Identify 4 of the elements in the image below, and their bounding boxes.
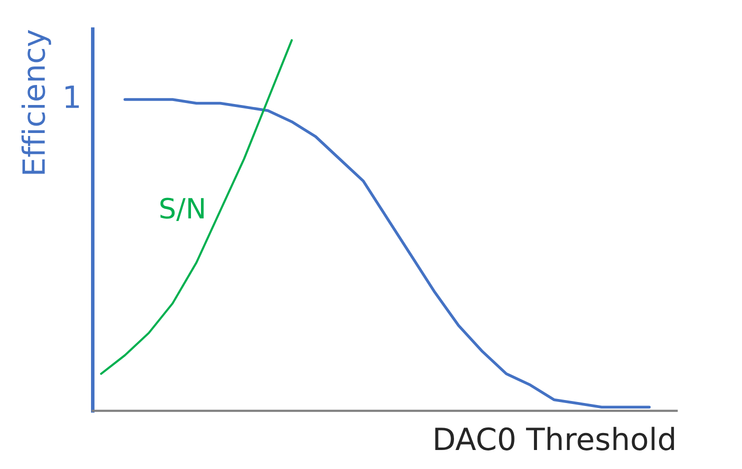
y-axis-title: Efficiency [22,30,52,174]
text: 1 [66,86,79,108]
series-label: S/N [160,198,204,221]
x-axis-title: DAC0 Threshold [435,426,674,450]
